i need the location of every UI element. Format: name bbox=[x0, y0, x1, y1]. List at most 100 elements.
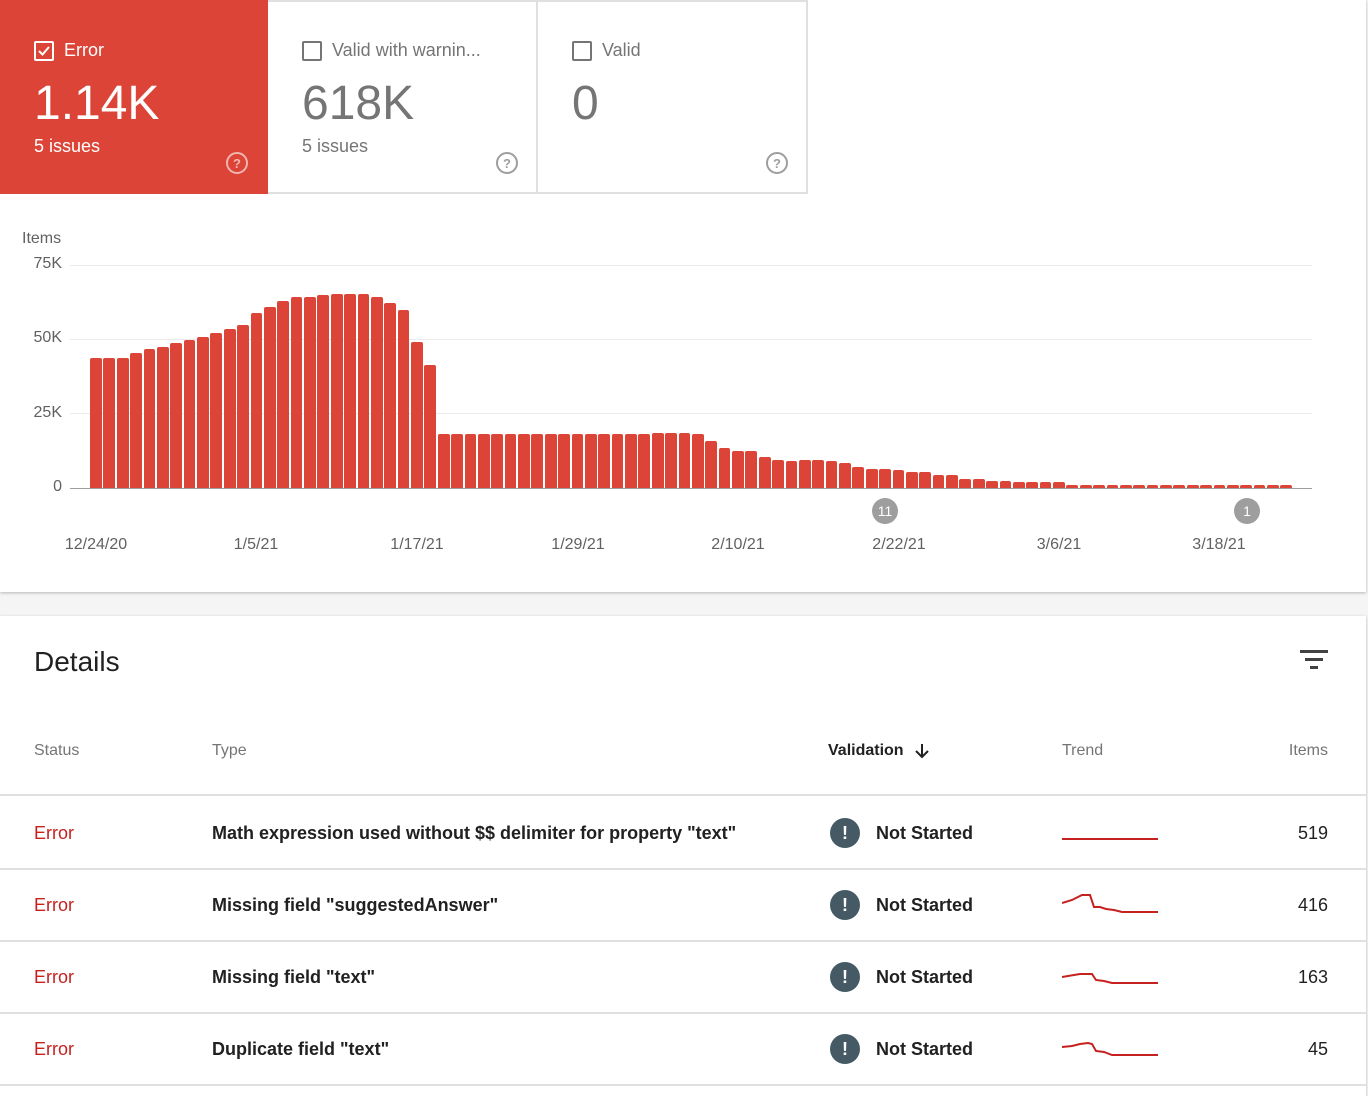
table-row[interactable]: Error Math expression used without $$ del… bbox=[0, 798, 1366, 870]
bar[interactable] bbox=[290, 296, 303, 488]
bar[interactable] bbox=[304, 296, 316, 488]
bar[interactable] bbox=[678, 433, 691, 488]
bar[interactable] bbox=[237, 325, 249, 488]
bar[interactable] bbox=[825, 460, 838, 488]
bar[interactable] bbox=[812, 459, 825, 488]
bar[interactable] bbox=[1267, 484, 1279, 488]
column-trend[interactable]: Trend bbox=[1062, 742, 1104, 759]
bar[interactable] bbox=[732, 450, 744, 488]
bar[interactable] bbox=[905, 471, 918, 488]
bar[interactable] bbox=[344, 293, 356, 488]
bar[interactable] bbox=[90, 358, 102, 488]
bar[interactable] bbox=[1160, 484, 1172, 488]
bar[interactable] bbox=[772, 459, 784, 488]
bar[interactable] bbox=[223, 329, 236, 488]
bar[interactable] bbox=[1066, 484, 1079, 488]
bar[interactable] bbox=[491, 434, 504, 488]
bar[interactable] bbox=[1012, 482, 1025, 488]
bar[interactable] bbox=[691, 434, 704, 488]
bar[interactable] bbox=[116, 358, 129, 488]
annotation-marker[interactable]: 11 bbox=[872, 498, 898, 524]
bar[interactable] bbox=[839, 462, 851, 488]
tile-valid-with-warnings[interactable]: Valid with warnin... 618K 5 issues ? bbox=[268, 0, 538, 194]
checkbox-unchecked-icon[interactable] bbox=[572, 40, 592, 61]
bar[interactable] bbox=[558, 434, 570, 488]
bar[interactable] bbox=[584, 434, 597, 488]
bar[interactable] bbox=[544, 434, 557, 488]
bar[interactable] bbox=[424, 364, 437, 488]
bar[interactable] bbox=[477, 434, 490, 488]
bar[interactable] bbox=[758, 457, 771, 488]
bar[interactable] bbox=[611, 434, 624, 488]
bar[interactable] bbox=[852, 466, 865, 488]
bar[interactable] bbox=[1106, 484, 1119, 488]
column-type[interactable]: Type bbox=[212, 742, 247, 759]
table-row[interactable]: Error Duplicate field "text" ! Not Started 4… bbox=[0, 1014, 1366, 1086]
bar[interactable] bbox=[1200, 484, 1212, 488]
bar[interactable] bbox=[1093, 484, 1105, 488]
bar[interactable] bbox=[1173, 484, 1186, 488]
bar[interactable] bbox=[798, 459, 811, 488]
bar[interactable] bbox=[959, 479, 972, 488]
bar[interactable] bbox=[451, 434, 463, 488]
bar[interactable] bbox=[865, 468, 878, 488]
bar[interactable] bbox=[263, 306, 276, 488]
bar[interactable] bbox=[718, 448, 731, 488]
bar[interactable] bbox=[370, 296, 383, 488]
bar[interactable] bbox=[397, 309, 410, 488]
bar[interactable] bbox=[705, 440, 718, 488]
bar[interactable] bbox=[892, 470, 905, 488]
bar[interactable] bbox=[250, 312, 263, 488]
bar[interactable] bbox=[1133, 484, 1146, 488]
bar[interactable] bbox=[598, 434, 611, 488]
bar[interactable] bbox=[571, 434, 584, 488]
column-status[interactable]: Status bbox=[34, 742, 80, 759]
bar[interactable] bbox=[384, 303, 397, 488]
bar[interactable] bbox=[879, 468, 891, 488]
bar[interactable] bbox=[357, 293, 370, 488]
bar[interactable] bbox=[1253, 484, 1266, 488]
help-icon[interactable]: ? bbox=[226, 152, 248, 174]
bar[interactable] bbox=[785, 460, 798, 488]
column-validation[interactable]: Validation bbox=[828, 742, 930, 760]
bar[interactable] bbox=[986, 480, 998, 488]
bar[interactable] bbox=[518, 434, 530, 488]
help-icon[interactable]: ? bbox=[766, 152, 788, 174]
bar[interactable] bbox=[411, 341, 423, 488]
bar[interactable] bbox=[1280, 484, 1293, 488]
table-row[interactable]: Error Missing field "text" ! Not Started 163 bbox=[0, 942, 1366, 1014]
bar[interactable] bbox=[1026, 482, 1039, 488]
bar[interactable] bbox=[464, 434, 477, 488]
bar[interactable] bbox=[1119, 484, 1132, 488]
filter-icon[interactable] bbox=[1300, 650, 1328, 672]
tile-valid[interactable]: Valid 0 ? bbox=[538, 0, 808, 194]
bar[interactable] bbox=[651, 433, 664, 488]
bar[interactable] bbox=[919, 471, 932, 488]
bar[interactable] bbox=[1186, 484, 1199, 488]
bar[interactable] bbox=[972, 479, 985, 488]
bar[interactable] bbox=[210, 333, 223, 488]
bar[interactable] bbox=[999, 480, 1012, 488]
bar[interactable] bbox=[638, 434, 651, 488]
column-items[interactable]: Items bbox=[1288, 742, 1328, 759]
checkbox-unchecked-icon[interactable] bbox=[302, 40, 322, 61]
bar[interactable] bbox=[317, 295, 330, 488]
bar[interactable] bbox=[1226, 484, 1239, 488]
bar[interactable] bbox=[170, 343, 183, 488]
bar[interactable] bbox=[277, 301, 290, 488]
table-row[interactable]: Error Missing field "suggestedAnswer" ! Not… bbox=[0, 870, 1366, 942]
bar[interactable] bbox=[665, 433, 677, 488]
bar[interactable] bbox=[1039, 482, 1052, 488]
bar[interactable] bbox=[625, 434, 637, 488]
bar[interactable] bbox=[932, 474, 945, 488]
annotation-marker[interactable]: 1 bbox=[1234, 498, 1260, 524]
checkbox-checked-icon[interactable] bbox=[34, 40, 54, 61]
bar[interactable] bbox=[130, 353, 142, 488]
bar[interactable] bbox=[143, 349, 156, 488]
tile-error[interactable]: Error 1.14K 5 issues ? bbox=[0, 0, 268, 194]
bar[interactable] bbox=[330, 293, 343, 488]
bar[interactable] bbox=[156, 347, 169, 488]
bar[interactable] bbox=[946, 474, 958, 488]
bar[interactable] bbox=[504, 434, 517, 488]
bar[interactable] bbox=[531, 434, 544, 488]
